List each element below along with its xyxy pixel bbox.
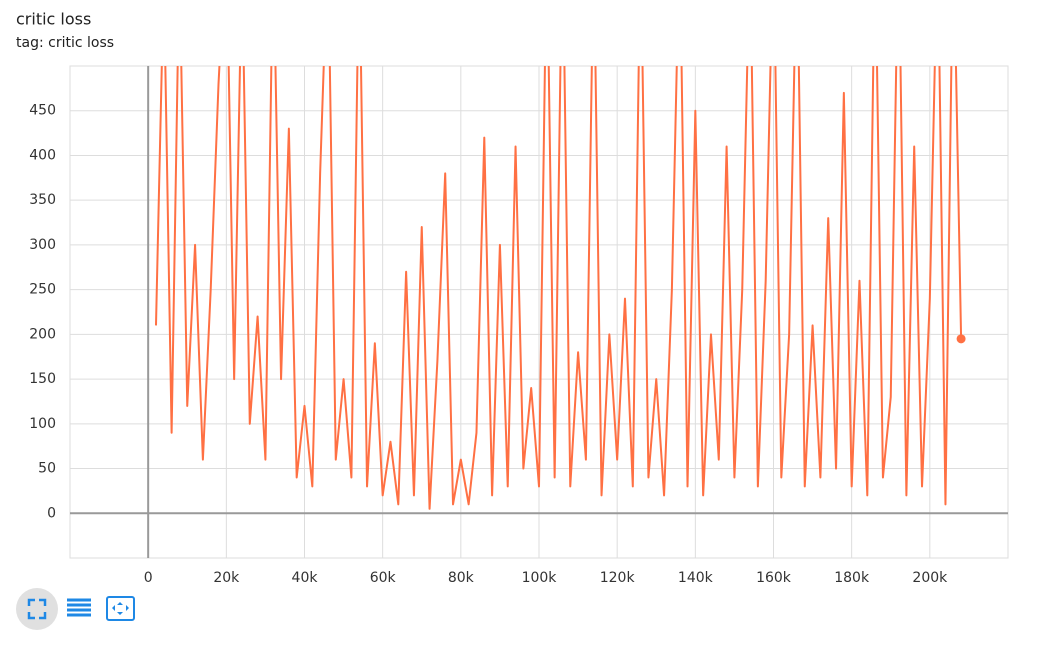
x-tick-label: 60k <box>370 570 397 586</box>
y-tick-label: 400 <box>29 147 56 163</box>
x-tick-label: 120k <box>600 570 636 586</box>
y-tick-label: 300 <box>29 237 56 253</box>
y-tick-label: 450 <box>29 103 56 119</box>
x-tick-label: 80k <box>448 570 475 586</box>
x-tick-label: 100k <box>522 570 558 586</box>
line-series <box>154 66 963 510</box>
log-scale-icon[interactable] <box>67 598 91 617</box>
grid: 0 50 100 150 200 250 300 350 400 450 0 20k 40k 60k 80k… <box>29 65 1009 586</box>
x-tick-label: 200k <box>912 570 948 586</box>
x-tick-label: 180k <box>834 570 870 586</box>
y-tick-label: 200 <box>29 326 56 342</box>
toolbar <box>16 588 135 630</box>
y-tick-label: 100 <box>29 416 56 432</box>
fit-domain-arrows[interactable] <box>112 602 129 615</box>
last-point <box>956 334 966 344</box>
y-tick-label: 0 <box>47 505 56 521</box>
fit-domain-icon[interactable] <box>106 596 135 621</box>
chart-subtitle: tag: critic loss <box>16 35 114 51</box>
fullscreen-icon[interactable] <box>27 598 47 620</box>
y-tick-label: 150 <box>29 371 56 387</box>
y-tick-label: 350 <box>29 192 56 208</box>
plot-area <box>154 66 963 510</box>
fullscreen-button-bg[interactable] <box>16 588 58 630</box>
y-tick-label: 250 <box>29 282 56 298</box>
x-tick-label: 160k <box>756 570 792 586</box>
y-tick-label: 50 <box>38 461 56 477</box>
x-tick-label: 40k <box>292 570 319 586</box>
x-tick-label: 20k <box>213 570 240 586</box>
chart-title: critic loss <box>16 10 91 29</box>
x-tick-label: 140k <box>678 570 714 586</box>
x-tick-label: 0 <box>144 570 153 586</box>
